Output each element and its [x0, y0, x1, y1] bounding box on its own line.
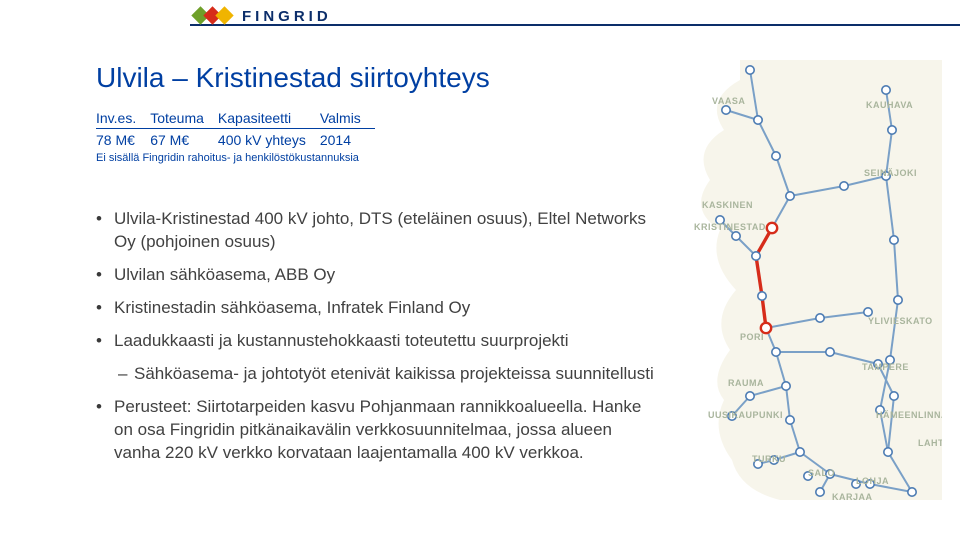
td-inves: 78 M€ [96, 129, 150, 149]
svg-text:LAHTI: LAHTI [918, 438, 942, 448]
svg-text:YLIVIESKATO: YLIVIESKATO [868, 316, 933, 326]
svg-text:KARJAA: KARJAA [832, 492, 873, 500]
table-footnote: Ei sisällä Fingridin rahoitus- ja henkil… [96, 152, 656, 164]
svg-text:PORI: PORI [740, 332, 764, 342]
th-kapas: Kapasiteetti [218, 108, 320, 129]
header: FINGRID [0, 0, 960, 50]
svg-text:VAASA: VAASA [712, 96, 745, 106]
map-svg: VAASA KAUHAVA SEINÄJOKI KASKINEN KRISTINESTA… [680, 60, 942, 500]
svg-text:TURKU: TURKU [752, 454, 786, 464]
svg-text:SEINÄJOKI: SEINÄJOKI [864, 168, 917, 178]
svg-text:UUSIKAUPUNKI: UUSIKAUPUNKI [708, 410, 783, 420]
page-title: Ulvila – Kristinestad siirtoyhteys [96, 62, 656, 94]
capacity-table: Inv.es. Toteuma Kapasiteetti Valmis 78 M… [96, 108, 375, 148]
td-kapas: 400 kV yhteys [218, 129, 320, 149]
svg-text:SALO: SALO [808, 468, 835, 478]
svg-text:HÄMEENLINNA: HÄMEENLINNA [876, 410, 942, 420]
bullet-level-1: Kristinestadin sähköasema, Infratek Finl… [96, 297, 656, 320]
bullet-level-2: Sähköasema- ja johtotyöt etenivät kaikis… [96, 363, 656, 386]
th-valmis: Valmis [320, 108, 375, 129]
bullet-list: Ulvila-Kristinestad 400 kV johto, DTS (e… [96, 208, 656, 464]
svg-text:RAUMA: RAUMA [728, 378, 764, 388]
network-map: VAASA KAUHAVA SEINÄJOKI KASKINEN KRISTINESTA… [680, 60, 942, 500]
brand-name: FINGRID [242, 8, 332, 25]
th-toteuma: Toteuma [150, 108, 218, 129]
content-area: Ulvila – Kristinestad siirtoyhteys Inv.e… [96, 62, 656, 474]
logo-rhomb-yellow [215, 6, 233, 24]
svg-text:KAUHAVA: KAUHAVA [866, 100, 913, 110]
td-toteuma: 67 M€ [150, 129, 218, 149]
svg-text:KRISTINESTAD: KRISTINESTAD [694, 222, 766, 232]
bullet-level-1: Ulvilan sähköasema, ABB Oy [96, 264, 656, 287]
table-row: 78 M€ 67 M€ 400 kV yhteys 2014 [96, 129, 375, 149]
bullet-level-1: Laadukkaasti ja kustannustehokkaasti tot… [96, 330, 656, 353]
bullet-level-1: Ulvila-Kristinestad 400 kV johto, DTS (e… [96, 208, 656, 254]
svg-text:LOHJA: LOHJA [856, 476, 889, 486]
svg-text:TAMPERE: TAMPERE [862, 362, 909, 372]
bullet-level-1: Perusteet: Siirtotarpeiden kasvu Pohjanm… [96, 396, 656, 465]
th-inves: Inv.es. [96, 108, 150, 129]
svg-text:KASKINEN: KASKINEN [702, 200, 753, 210]
brand-logo: FINGRID [190, 6, 332, 26]
td-valmis: 2014 [320, 129, 375, 149]
logo-mark [190, 6, 236, 26]
